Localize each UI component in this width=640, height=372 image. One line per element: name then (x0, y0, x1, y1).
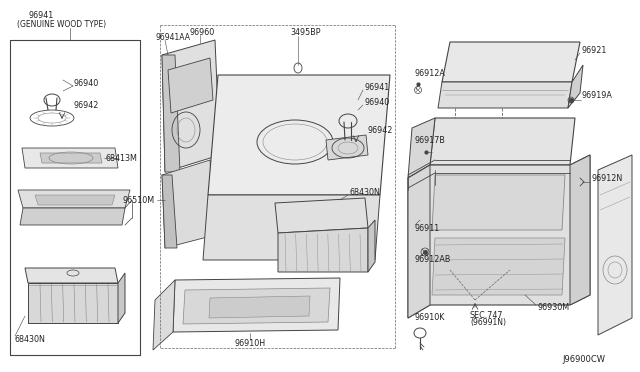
Text: (96991N): (96991N) (470, 318, 506, 327)
Text: 96911: 96911 (415, 224, 440, 232)
Text: (GENUINE WOOD TYPE): (GENUINE WOOD TYPE) (17, 19, 106, 29)
Text: 96930M: 96930M (538, 304, 570, 312)
Text: 96917B: 96917B (415, 135, 446, 144)
Text: 96941: 96941 (365, 83, 390, 92)
Polygon shape (570, 155, 590, 305)
Polygon shape (432, 238, 565, 295)
Text: 96960: 96960 (190, 28, 215, 36)
Polygon shape (408, 165, 430, 318)
Polygon shape (430, 118, 575, 165)
Polygon shape (432, 175, 565, 230)
Text: 96912A: 96912A (415, 68, 446, 77)
Polygon shape (25, 268, 118, 283)
Text: J96900CW: J96900CW (562, 356, 605, 365)
Polygon shape (598, 155, 632, 335)
Text: 96910K: 96910K (415, 314, 445, 323)
Polygon shape (168, 58, 213, 113)
Text: 96510M: 96510M (123, 196, 155, 205)
Polygon shape (438, 82, 572, 108)
Polygon shape (22, 148, 118, 168)
Polygon shape (442, 42, 580, 82)
Text: 96919A: 96919A (582, 90, 613, 99)
Polygon shape (35, 195, 115, 205)
Text: 96941: 96941 (28, 10, 53, 19)
Polygon shape (368, 220, 375, 272)
Text: 96940: 96940 (73, 78, 99, 87)
Text: 96921: 96921 (582, 45, 607, 55)
Text: 68430N: 68430N (350, 187, 381, 196)
Text: SEC.747: SEC.747 (470, 311, 504, 320)
Polygon shape (278, 228, 368, 272)
Polygon shape (568, 65, 583, 108)
Text: 96912N: 96912N (592, 173, 623, 183)
Text: 96942: 96942 (368, 125, 394, 135)
Polygon shape (275, 198, 368, 233)
Polygon shape (408, 155, 590, 318)
Text: 96941AA: 96941AA (155, 32, 190, 42)
Polygon shape (209, 296, 310, 318)
Text: 96910H: 96910H (234, 339, 266, 347)
Polygon shape (118, 273, 125, 323)
Text: 68430N: 68430N (14, 336, 45, 344)
Polygon shape (203, 195, 380, 260)
Text: 68413M: 68413M (105, 154, 137, 163)
Polygon shape (162, 55, 180, 172)
Polygon shape (162, 160, 215, 248)
Polygon shape (208, 75, 390, 195)
Polygon shape (162, 175, 177, 248)
Polygon shape (153, 280, 175, 350)
Polygon shape (18, 190, 130, 208)
Polygon shape (173, 278, 340, 332)
Polygon shape (162, 40, 220, 172)
Polygon shape (183, 288, 330, 324)
Text: 96940: 96940 (365, 97, 390, 106)
Polygon shape (326, 135, 368, 160)
Polygon shape (40, 153, 102, 163)
Polygon shape (28, 283, 118, 323)
Polygon shape (408, 118, 435, 178)
Text: 3495BP: 3495BP (290, 28, 321, 36)
Polygon shape (20, 208, 125, 225)
Text: 96912AB: 96912AB (415, 256, 451, 264)
Text: 96942: 96942 (73, 100, 99, 109)
